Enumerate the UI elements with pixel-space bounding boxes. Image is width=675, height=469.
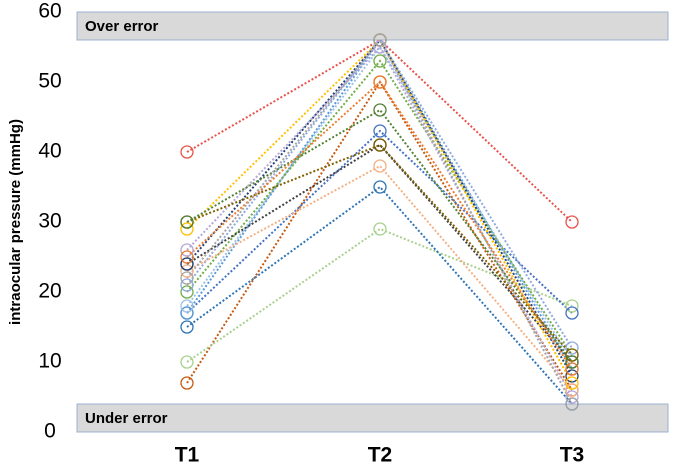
series-line xyxy=(186,164,573,391)
point-marker xyxy=(565,299,579,313)
point-marker xyxy=(565,390,579,404)
series-line xyxy=(186,38,573,349)
point-marker xyxy=(373,222,387,236)
y-tick-label: 10 xyxy=(38,350,61,373)
point-marker xyxy=(373,54,387,68)
point-marker xyxy=(373,180,387,194)
series-line xyxy=(186,45,573,363)
series-line xyxy=(186,129,573,314)
point-marker xyxy=(565,215,579,229)
series-line xyxy=(186,38,573,370)
point-marker xyxy=(180,285,194,299)
series-line xyxy=(186,38,573,384)
series-line xyxy=(186,59,573,356)
y-tick-label: 60 xyxy=(38,0,61,23)
point-marker xyxy=(180,320,194,334)
point-marker xyxy=(565,376,579,390)
y-tick-label: 40 xyxy=(38,140,61,163)
point-marker xyxy=(180,215,194,229)
point-marker xyxy=(180,264,194,278)
series-line xyxy=(186,38,573,405)
point-marker xyxy=(180,257,194,271)
point-marker xyxy=(373,124,387,138)
point-marker xyxy=(180,250,194,264)
y-axis-label: intraocular pressure (mmHg) xyxy=(7,119,24,325)
x-tick-label: T3 xyxy=(560,444,585,467)
series-line xyxy=(186,143,573,356)
point-marker xyxy=(565,341,579,355)
error-band xyxy=(76,403,669,433)
point-marker xyxy=(373,159,387,173)
point-marker xyxy=(373,40,387,54)
series-line xyxy=(186,227,573,363)
point-marker xyxy=(180,278,194,292)
y-tick-label: 30 xyxy=(38,210,61,233)
point-marker xyxy=(180,306,194,320)
error-band xyxy=(76,11,669,41)
x-tick-label: T2 xyxy=(368,444,393,467)
point-marker xyxy=(565,348,579,362)
point-marker xyxy=(565,383,579,397)
point-marker xyxy=(565,362,579,376)
point-marker xyxy=(373,33,387,47)
band-label: Over error xyxy=(85,18,159,35)
point-marker xyxy=(180,376,194,390)
point-marker xyxy=(565,397,579,411)
point-marker xyxy=(180,222,194,236)
point-marker xyxy=(565,355,579,369)
series-line xyxy=(186,108,573,363)
series-line xyxy=(186,80,573,370)
band-label: Under error xyxy=(85,410,168,427)
point-marker xyxy=(565,369,579,383)
point-marker xyxy=(180,145,194,159)
series-line xyxy=(186,38,573,377)
x-tick-label: T1 xyxy=(175,444,200,467)
point-marker xyxy=(180,243,194,257)
series-line xyxy=(186,45,573,398)
y-tick-label: 0 xyxy=(44,420,56,443)
point-marker xyxy=(373,103,387,117)
point-marker xyxy=(180,355,194,369)
point-marker xyxy=(180,271,194,285)
point-marker xyxy=(373,75,387,89)
series-line xyxy=(186,80,573,391)
y-tick-label: 20 xyxy=(38,280,61,303)
point-marker xyxy=(565,306,579,320)
y-tick-label: 50 xyxy=(38,70,61,93)
point-marker xyxy=(373,138,387,152)
point-marker xyxy=(180,299,194,313)
